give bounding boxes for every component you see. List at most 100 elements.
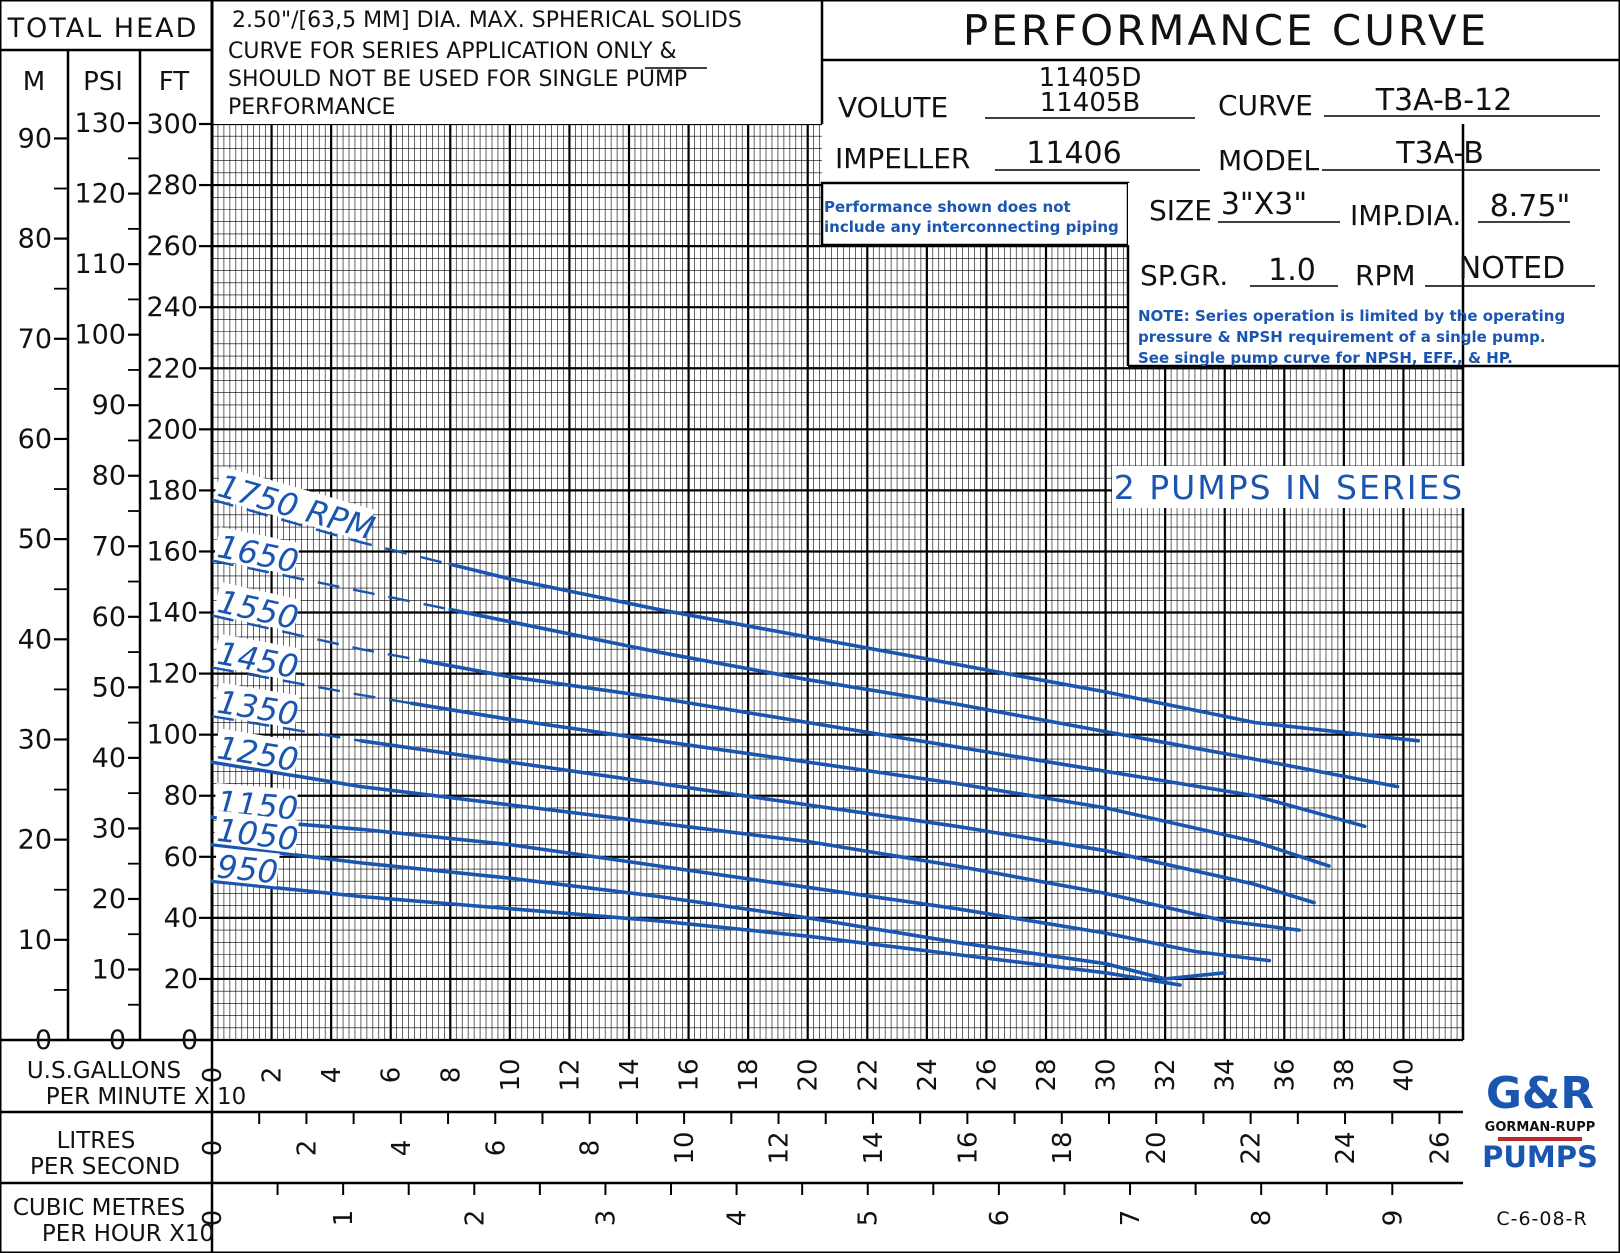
logo-company: GORMAN-RUPP xyxy=(1485,1120,1596,1135)
cmh-tick-label: 1 xyxy=(329,1210,359,1227)
psi-tick-label: 120 xyxy=(74,179,126,210)
m-tick-label: 60 xyxy=(18,424,52,455)
lps-axis-title-2: PER SECOND xyxy=(30,1154,180,1180)
cmh-tick-label: 4 xyxy=(723,1210,753,1227)
series-note-bg xyxy=(1128,303,1620,366)
curve-dashed-segment xyxy=(211,715,362,742)
gpm-tick-label: 4 xyxy=(317,1067,347,1084)
curve-label: 1450 xyxy=(215,634,302,686)
impeller-label: IMPELLER xyxy=(835,142,970,175)
gpm-tick-label: 28 xyxy=(1032,1058,1062,1091)
m-tick-label: 20 xyxy=(18,825,52,856)
curve-label: 1350 xyxy=(215,683,302,734)
drawing-number: C-6-08-R xyxy=(1496,1208,1587,1230)
gpm-tick-label: 2 xyxy=(258,1067,288,1084)
logo-mark: G&R xyxy=(1486,1068,1594,1119)
curve-solid-segment xyxy=(210,879,1182,987)
m-tick-label: 70 xyxy=(18,324,52,355)
ft-tick-label: 220 xyxy=(146,353,198,384)
lps-tick-label: 8 xyxy=(576,1140,606,1157)
volute-value-1: 11405D xyxy=(1039,63,1142,93)
piping-note-box xyxy=(820,181,1130,247)
cmh-tick-label: 8 xyxy=(1247,1210,1277,1227)
curve-solid-segment xyxy=(448,607,1400,789)
chart-title: PERFORMANCE CURVE xyxy=(963,6,1489,55)
curve-solid-segment xyxy=(418,658,1367,829)
gpm-tick-label: 16 xyxy=(675,1058,705,1091)
cmh-tick-label: 2 xyxy=(460,1210,490,1227)
curve-label-bg xyxy=(213,633,301,682)
curve-value: T3A-B-12 xyxy=(1375,83,1513,118)
psi-tick-label: 40 xyxy=(92,743,126,774)
lps-tick-label: 2 xyxy=(292,1140,322,1157)
m-tick-label: 90 xyxy=(18,123,52,154)
total-head-label: TOTAL HEAD xyxy=(7,13,199,44)
piping-note-line-1: Performance shown does not xyxy=(824,198,1071,216)
cmh-axis-title-1: CUBIC METRES xyxy=(13,1195,185,1221)
size-value: 3"X3" xyxy=(1221,187,1307,222)
lps-tick-label: 26 xyxy=(1425,1131,1455,1164)
gpm-tick-label: 14 xyxy=(615,1058,645,1091)
m-tick-label: 80 xyxy=(18,224,52,255)
psi-tick-label: 90 xyxy=(92,390,126,421)
lps-tick-label: 4 xyxy=(387,1140,417,1157)
impeller-value: 11406 xyxy=(1026,136,1121,171)
spec-panel-bg xyxy=(1128,183,1620,303)
title-panel-bg xyxy=(822,0,1620,183)
gpm-tick-label: 12 xyxy=(555,1058,585,1091)
rpm-value: NOTED xyxy=(1459,251,1565,286)
impdia-label: IMP.DIA. xyxy=(1350,199,1461,232)
cmh-tick-label: 9 xyxy=(1378,1210,1408,1227)
ft-tick-label: 160 xyxy=(146,536,198,567)
curve-1350: 1350 xyxy=(211,682,1316,905)
solids-note-line-4: PERFORMANCE xyxy=(228,95,395,120)
series-banner: 2 PUMPS IN SERIES xyxy=(1114,468,1465,507)
gpm-tick-label: 8 xyxy=(436,1067,466,1084)
ft-tick-label: 60 xyxy=(164,842,198,873)
curve-solid-segment xyxy=(210,842,1227,981)
gpm-tick-label: 24 xyxy=(913,1058,943,1091)
unit-m-label: M xyxy=(23,67,45,97)
curve-dashed-segment xyxy=(211,559,451,611)
cmh-axis-title-2: PER HOUR X10 xyxy=(42,1221,214,1247)
ft-tick-label: 40 xyxy=(164,903,198,934)
gpm-tick-label: 6 xyxy=(377,1067,407,1084)
m-tick-label: 0 xyxy=(35,1025,52,1056)
unit-ft-label: FT xyxy=(159,67,189,97)
gpm-tick-label: 40 xyxy=(1389,1058,1419,1091)
curve-label-bg xyxy=(213,581,301,633)
lps-tick-label: 16 xyxy=(953,1131,983,1164)
solids-note-line-1: 2.50"/[63,5 MM] DIA. MAX. SPHERICAL SOLI… xyxy=(232,8,742,33)
lps-tick-label: 20 xyxy=(1142,1131,1172,1164)
curve-solid-segment xyxy=(210,760,1301,932)
curve-label: 1650 xyxy=(214,527,301,581)
logo-red-bar xyxy=(1498,1137,1582,1141)
solids-note-line-2: CURVE FOR SERIES APPLICATION ONLY & xyxy=(228,39,677,64)
cmh-tick-label: 5 xyxy=(854,1210,884,1227)
curve-dashed-segment xyxy=(211,498,451,566)
logo-pumps: PUMPS xyxy=(1482,1140,1598,1174)
curve-solid-segment xyxy=(210,815,1272,963)
series-banner-bg xyxy=(1112,466,1466,508)
model-label: MODEL xyxy=(1218,144,1319,177)
psi-tick-label: 10 xyxy=(92,954,126,985)
curve-solid-segment xyxy=(409,701,1331,868)
curve-label-bg xyxy=(213,682,300,729)
model-value: T3A-B xyxy=(1395,136,1484,171)
impdia-value: 8.75" xyxy=(1490,189,1571,224)
gpm-axis-title-1: U.S.GALLONS xyxy=(27,1058,181,1084)
lps-tick-label: 10 xyxy=(670,1131,700,1164)
cmh-tick-label: 7 xyxy=(1116,1210,1146,1227)
psi-tick-label: 50 xyxy=(92,672,126,703)
psi-tick-label: 60 xyxy=(92,602,126,633)
curve-label-bg xyxy=(213,847,280,887)
lps-tick-label: 6 xyxy=(481,1140,511,1157)
psi-tick-label: 130 xyxy=(74,108,126,139)
lps-tick-label: 14 xyxy=(859,1131,889,1164)
gpm-tick-label: 10 xyxy=(496,1058,526,1091)
ft-tick-label: 280 xyxy=(146,170,198,201)
m-tick-label: 30 xyxy=(18,724,52,755)
cmh-tick-label: 6 xyxy=(985,1210,1015,1227)
